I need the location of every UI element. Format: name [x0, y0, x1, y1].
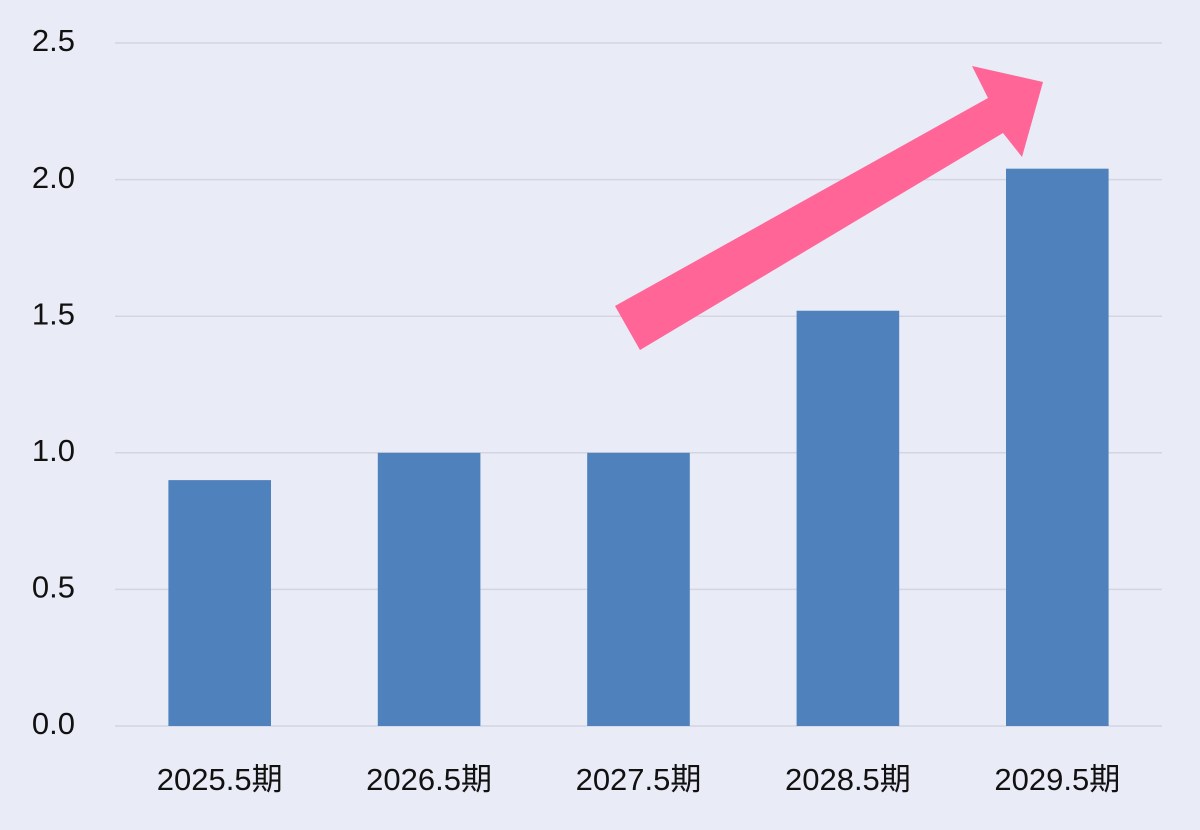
- bar: [377, 452, 481, 726]
- x-tick-label: 2028.5期: [785, 762, 911, 797]
- y-tick-label: 1.5: [32, 296, 75, 331]
- y-tick-label: 2.5: [32, 23, 75, 58]
- x-tick-label: 2026.5期: [366, 762, 492, 797]
- x-tick-label: 2029.5期: [994, 762, 1120, 797]
- y-tick-label: 0.5: [32, 570, 75, 605]
- y-tick-label: 0.0: [32, 706, 75, 741]
- bars: [168, 168, 1109, 726]
- x-tick-label: 2025.5期: [157, 762, 283, 797]
- trend-arrow: [615, 66, 1043, 350]
- bar: [1005, 168, 1109, 726]
- y-tick-label: 2.0: [32, 160, 75, 195]
- bar: [587, 452, 690, 726]
- bar: [168, 480, 272, 726]
- x-tick-label: 2027.5期: [576, 762, 702, 797]
- bar: [796, 310, 900, 726]
- y-tick-label: 1.0: [32, 433, 75, 468]
- labels: 0.0 0.5 1.0 1.5 2.0 2.5 2025.5期 2026.5期 2027.5期 2…: [32, 23, 1120, 797]
